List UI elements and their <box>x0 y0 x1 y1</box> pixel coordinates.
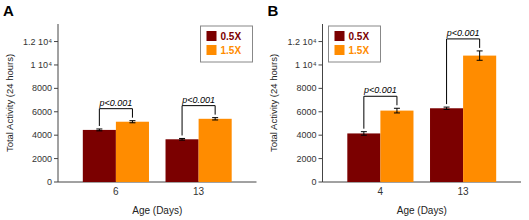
y-tick <box>54 182 58 183</box>
bar <box>347 133 380 182</box>
legend-swatch <box>335 45 345 55</box>
error-bar <box>361 132 367 136</box>
y-tick <box>319 158 323 159</box>
y-tick-label: 6000 <box>32 107 52 117</box>
panel: 0 2000 4000 6000 8000 1 10⁴ 1.2 10⁴ 6 13 p<0.001 p… <box>3 2 257 216</box>
error-bar <box>179 138 185 140</box>
legend: 0.5X 1.5X <box>329 26 381 62</box>
legend-swatch <box>335 31 345 41</box>
x-tick-label: 4 <box>378 186 384 197</box>
panel-label: B <box>268 2 279 19</box>
bar <box>380 111 413 182</box>
error-bar <box>212 118 218 120</box>
y-tick <box>54 158 58 159</box>
y-tick-label: 1.2 10⁴ <box>23 37 52 47</box>
y-tick-label: 6000 <box>296 107 316 117</box>
bar <box>430 108 463 182</box>
y-tick <box>54 64 58 65</box>
p-bracket <box>364 96 397 128</box>
bar <box>199 119 232 182</box>
bar <box>166 139 199 182</box>
y-tick <box>319 88 323 89</box>
y-tick-label: 4000 <box>32 130 52 140</box>
annotation: p<0.001 <box>363 85 397 95</box>
error-bar <box>129 121 135 123</box>
panel-label: A <box>3 2 14 19</box>
x-tick-label: 13 <box>193 186 205 197</box>
y-tick <box>54 41 58 42</box>
y-tick-label: 0 <box>311 177 316 187</box>
y-tick-label: 2000 <box>296 154 316 164</box>
legend-label: 0.5X <box>349 31 370 42</box>
y-axis-label: Total Activity (24 hours) <box>268 54 279 152</box>
y-axis <box>322 24 323 182</box>
y-axis <box>58 24 59 182</box>
y-tick <box>319 182 323 183</box>
x-tick-label: 6 <box>113 186 119 197</box>
panel: 0 2000 4000 6000 8000 1 10⁴ 1.2 10⁴ 4 13 p<0.001 p… <box>268 2 522 216</box>
p-bracket <box>99 109 132 126</box>
y-tick-label: 2000 <box>32 154 52 164</box>
bar <box>463 56 496 182</box>
annotation: p<0.001 <box>181 95 215 105</box>
y-tick <box>319 135 323 136</box>
legend-label: 1.5X <box>349 45 370 56</box>
y-tick <box>319 41 323 42</box>
bar <box>83 130 116 182</box>
y-tick-label: 4000 <box>296 130 316 140</box>
y-tick-label: 1 10⁴ <box>31 60 53 70</box>
y-tick-label: 0 <box>47 177 52 187</box>
y-tick <box>319 64 323 65</box>
x-axis-label: Age (Days) <box>397 205 447 216</box>
legend-label: 0.5X <box>221 31 242 42</box>
bars <box>83 118 232 182</box>
y-tick-label: 1 10⁴ <box>295 60 317 70</box>
y-tick <box>54 135 58 136</box>
y-axis-label: Total Activity (24 hours) <box>4 54 15 152</box>
error-bar <box>394 108 400 113</box>
error-bar <box>444 107 450 109</box>
y-tick-label: 8000 <box>32 83 52 93</box>
bar <box>116 122 149 182</box>
legend-box <box>201 26 253 62</box>
legend-box <box>329 26 381 62</box>
p-bracket <box>447 39 480 104</box>
p-bracket <box>182 106 215 136</box>
y-tick <box>54 88 58 89</box>
annotation: p<0.001 <box>98 98 132 108</box>
legend-swatch <box>207 45 217 55</box>
y-tick-label: 1.2 10⁴ <box>288 37 317 47</box>
legend-swatch <box>207 31 217 41</box>
bars <box>347 51 496 182</box>
error-bar <box>96 129 102 131</box>
figure: 0 2000 4000 6000 8000 1 10⁴ 1.2 10⁴ 6 13 p<0.001 p… <box>0 0 529 220</box>
annotation: p<0.001 <box>446 28 480 38</box>
y-tick <box>319 111 323 112</box>
y-tick <box>54 111 58 112</box>
x-axis-label: Age (Days) <box>132 205 182 216</box>
y-tick-label: 8000 <box>296 83 316 93</box>
legend-label: 1.5X <box>221 45 242 56</box>
x-tick-label: 13 <box>458 186 470 197</box>
legend: 0.5X 1.5X <box>201 26 253 62</box>
error-bar <box>477 51 483 60</box>
